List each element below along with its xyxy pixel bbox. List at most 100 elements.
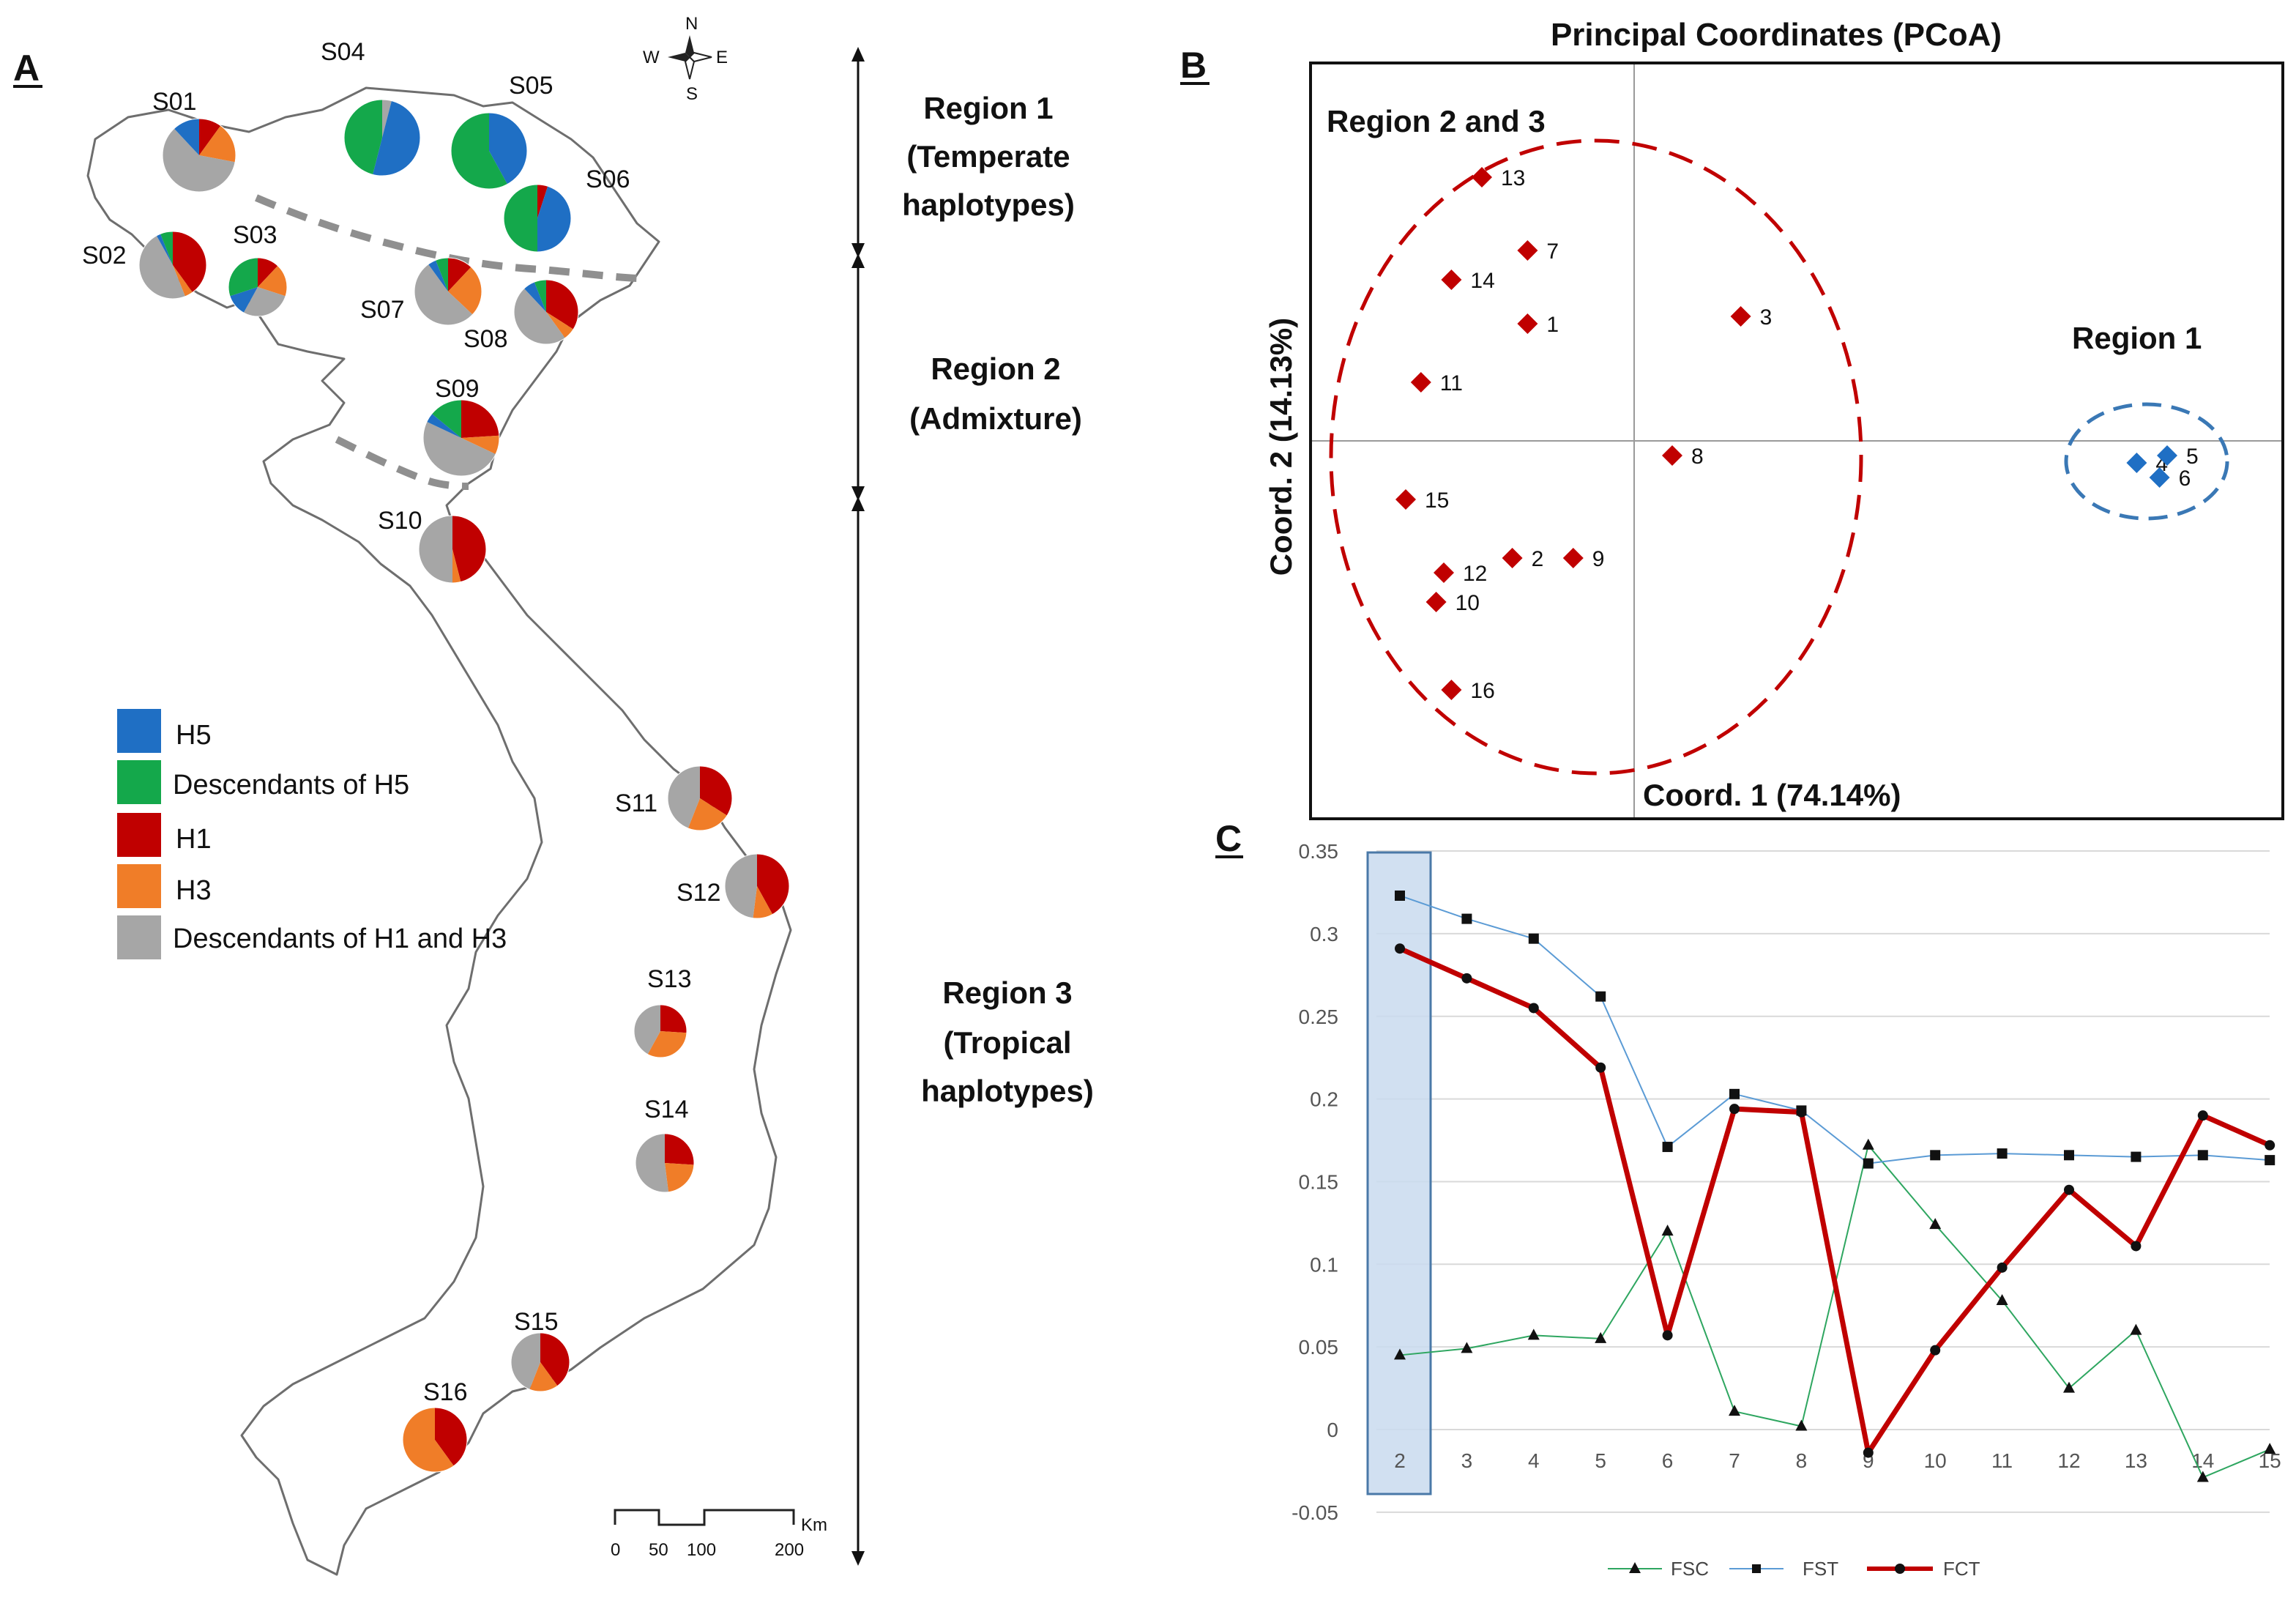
point-fct-4: [1528, 1003, 1539, 1014]
pie-outline: [510, 1332, 570, 1392]
pie-slice-descH1H3: [414, 264, 473, 325]
y-tick-label: 0.2: [1310, 1088, 1338, 1111]
pie-s13: [633, 1004, 687, 1058]
site-label-s05: S05: [509, 72, 554, 100]
pcoa-point-2: [1502, 548, 1523, 568]
pie-s04: [343, 99, 421, 176]
point-fst-11: [1997, 1148, 2008, 1159]
pie-slice-descH1H3: [514, 288, 565, 344]
region1-sub2: haplotypes): [902, 187, 1075, 222]
pie-slice-descH5: [160, 231, 173, 265]
pie-slice-descH1H3: [423, 421, 496, 476]
panel-a-label: A: [13, 48, 40, 89]
point-fsc-2: [1394, 1348, 1406, 1360]
pcoa-title: Principal Coordinates (PCoA): [1551, 17, 2002, 53]
site-label-s13: S13: [647, 965, 692, 993]
pie-slice-H5: [428, 260, 448, 291]
pie-slice-descH5: [436, 258, 448, 291]
pie-outline: [667, 765, 733, 831]
pcoa-point-label-14: 14: [1470, 269, 1494, 293]
pie-slice-H3: [173, 265, 193, 297]
map-scale-bar: 0 50 100 200 Km: [611, 1509, 827, 1560]
pcoa-point-12: [1434, 562, 1454, 583]
y-tick-label: -0.05: [1292, 1501, 1338, 1524]
pie-slice-H1: [448, 258, 471, 291]
point-fst-13: [2131, 1151, 2142, 1162]
y-tick-label: 0.1: [1310, 1253, 1338, 1276]
pie-s15: [510, 1332, 570, 1392]
compass-s: S: [686, 84, 698, 104]
point-fsc-15: [2264, 1443, 2276, 1454]
point-fct-10: [1930, 1345, 1941, 1356]
pcoa-group-label-region23: Region 2 and 3: [1327, 104, 1546, 138]
pie-slice-H3: [452, 549, 461, 583]
pie-outline: [138, 231, 207, 300]
pie-slice-descH1H3: [382, 100, 392, 138]
region-2-3-ellipse: [1329, 138, 1863, 776]
region-arrows: [851, 47, 865, 1566]
point-fct-13: [2131, 1241, 2142, 1252]
pie-slice-descH1H3: [243, 287, 286, 316]
point-fsc-11: [1996, 1293, 2008, 1305]
region2-title: Region 2: [931, 352, 1060, 386]
pcoa-point-10: [1425, 592, 1447, 612]
pie-slice-H1: [461, 400, 499, 438]
site-label-s16: S16: [423, 1378, 468, 1406]
point-fct-14: [2197, 1110, 2208, 1121]
region1-title: Region 1: [923, 91, 1053, 125]
pie-slice-H5: [489, 113, 528, 185]
y-tick-label: 0: [1327, 1419, 1338, 1441]
pie-slice-descH1H3: [163, 128, 236, 192]
pie-outline: [503, 184, 572, 253]
pie-s03: [228, 257, 288, 317]
pcoa-point-label-1: 1: [1546, 313, 1559, 337]
y-tick-label: 0.05: [1299, 1336, 1339, 1359]
pcoa-point-label-5: 5: [2186, 445, 2199, 469]
pcoa-point-1: [1517, 313, 1538, 334]
fstat-line-chart: 0.350.30.250.20.150.10.050-0.052 3 4 5 6 7 8 9 1…: [1292, 840, 2281, 1524]
point-fst-15: [2265, 1155, 2276, 1166]
pcoa-point-6: [2149, 467, 2170, 488]
point-fct-15: [2265, 1140, 2276, 1151]
pcoa-point-label-8: 8: [1691, 445, 1704, 469]
y-tick-label: 0.25: [1299, 1006, 1339, 1028]
x-tick-label-2: 2: [1394, 1449, 1406, 1472]
pie-slice-H1: [546, 280, 578, 330]
panel-b-label: B: [1180, 45, 1207, 86]
site-label-s02: S02: [82, 242, 127, 270]
point-fst-3: [1461, 913, 1472, 924]
point-fsc-3: [1461, 1342, 1473, 1353]
pie-slice-H1: [199, 118, 221, 155]
pcoa-point-label-6: 6: [2179, 467, 2191, 491]
pie-slice-H1: [700, 766, 732, 816]
pie-slice-H3: [687, 798, 728, 831]
x-tick-label-11: 11: [1991, 1449, 2013, 1472]
point-fst-12: [2064, 1150, 2074, 1161]
x-tick-label-12: 12: [2057, 1449, 2080, 1472]
pie-outline: [418, 515, 487, 584]
point-fsc-13: [2130, 1323, 2142, 1335]
site-label-s09: S09: [435, 375, 480, 403]
pie-slice-H1: [435, 1408, 468, 1466]
point-fst-4: [1528, 933, 1539, 944]
pcoa-point-label-9: 9: [1592, 547, 1605, 571]
x-tick-label-8: 8: [1796, 1449, 1808, 1472]
pie-slice-H3: [461, 435, 499, 455]
pie-s12: [724, 853, 790, 919]
pie-slice-H3: [403, 1408, 454, 1472]
pcoa-point-label-3: 3: [1760, 305, 1773, 330]
region3-title: Region 3: [942, 975, 1072, 1010]
pcoa-point-7: [1517, 240, 1538, 261]
site-label-s14: S14: [644, 1096, 689, 1123]
legend-label-desc-h5: Descendants of H5: [173, 770, 409, 800]
pie-outline: [343, 99, 421, 176]
pie-slice-descH5: [534, 280, 546, 312]
pie-s16: [402, 1407, 468, 1473]
compass-n: N: [685, 14, 698, 34]
scale-tick-200: 200: [775, 1540, 804, 1560]
region-1-circle: [2064, 402, 2229, 521]
pcoa-point-label-13: 13: [1501, 166, 1525, 190]
region3-sub1: (Tropical: [943, 1025, 1071, 1060]
compass-rose-icon: N S E W: [643, 14, 728, 104]
point-fst-6: [1662, 1142, 1673, 1153]
